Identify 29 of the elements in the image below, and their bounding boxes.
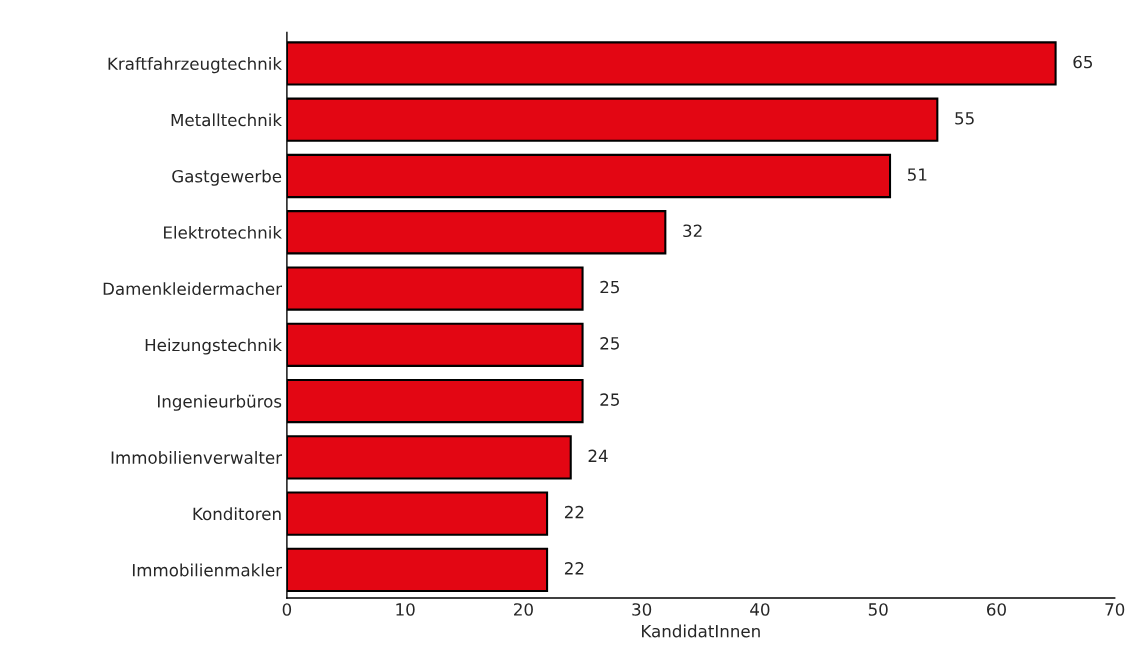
y-tick-label: Heizungstechnik (145, 338, 282, 355)
y-tick-label: Damenkleidermacher (103, 282, 283, 296)
data-label: 22 (564, 562, 584, 575)
x-tick-label: 50 (868, 603, 888, 616)
x-tick-label: 30 (632, 603, 652, 616)
data-label: 25 (600, 393, 619, 406)
x-axis-title: KandidatInnen (642, 624, 760, 638)
x-tick-label: 10 (396, 603, 415, 616)
y-tick-label: Elektrotechnik (164, 225, 282, 239)
data-label: 65 (1073, 55, 1093, 69)
y-tick-label: Gastgewerbe (172, 169, 282, 186)
y-tick-label: Immobilienmakler (132, 563, 283, 577)
y-tick-label: Kraftfahrzeugtechnik (108, 57, 282, 74)
y-tick-label: Ingenieurbüros (158, 394, 282, 411)
data-label: 51 (907, 168, 927, 181)
y-tick-label: Immobilienverwalter (111, 451, 283, 464)
x-tick-label: 60 (987, 603, 1006, 616)
y-tick-label: Metalltechnik (171, 113, 282, 127)
x-tick-label: 70 (1105, 603, 1125, 616)
data-label: 32 (683, 224, 702, 238)
x-tick-label: 20 (514, 603, 533, 616)
y-tick-label: Konditoren (193, 507, 281, 521)
x-tick-label: 0 (282, 603, 292, 616)
data-label: 55 (955, 112, 974, 125)
x-tick-label: 40 (750, 603, 770, 616)
data-label: 25 (600, 337, 619, 350)
data-label: 24 (588, 449, 608, 462)
data-label: 25 (600, 280, 619, 294)
data-label: 22 (564, 505, 584, 519)
